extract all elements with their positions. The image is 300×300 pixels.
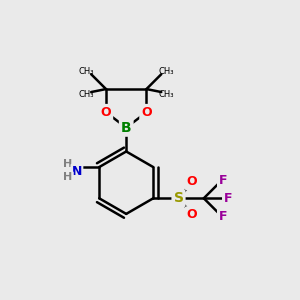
Text: F: F — [219, 174, 227, 187]
Text: O: O — [187, 176, 197, 188]
Text: CH₃: CH₃ — [79, 90, 94, 99]
Text: O: O — [187, 208, 197, 221]
Text: N: N — [72, 165, 82, 178]
Text: H: H — [63, 172, 73, 182]
Text: O: O — [101, 106, 111, 119]
Text: H: H — [63, 158, 73, 169]
Text: CH₃: CH₃ — [158, 67, 173, 76]
Text: F: F — [219, 210, 227, 223]
Text: CH₃: CH₃ — [79, 67, 94, 76]
Text: B: B — [121, 121, 131, 135]
Text: CH₃: CH₃ — [158, 90, 173, 99]
Text: F: F — [224, 192, 233, 205]
Text: O: O — [141, 106, 152, 119]
Text: S: S — [173, 191, 184, 205]
